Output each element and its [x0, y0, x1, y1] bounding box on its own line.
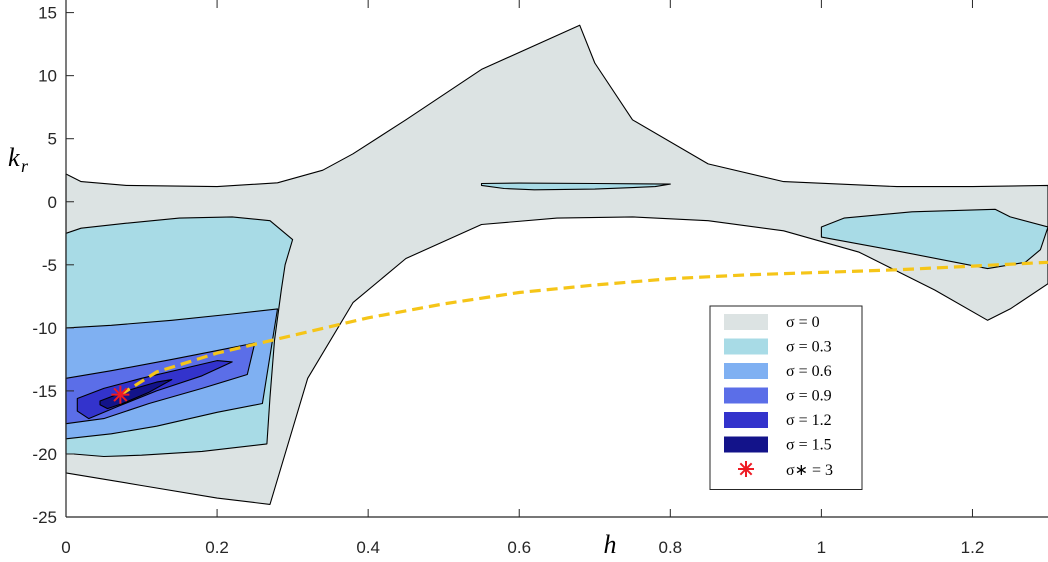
x-tick-label: 1.2: [961, 538, 985, 557]
legend-entry-label: σ = 0: [786, 314, 820, 331]
axes: [65, 0, 1048, 518]
legend-entry-label: σ = 0.3: [786, 339, 832, 356]
y-tick-label: -15: [32, 382, 57, 401]
legend-entry-label: σ = 1.5: [786, 437, 832, 454]
tick-labels: 0 0.2 0.4 0.6 0.8 1 1.2 15 10 5 0 -5 -10 -15 -20 -25: [32, 4, 984, 557]
optimum-marker-stroke: [739, 462, 753, 476]
legend-entry-label: σ = 1.2: [786, 412, 832, 429]
legend: σ = 0 σ = 0.3 σ = 0.6 σ = 0.9 σ = 1.2 σ = 1.5…: [709, 305, 863, 490]
x-tick-label: 0.6: [507, 538, 531, 557]
legend-entry-label: σ = 0.9: [786, 388, 832, 405]
legend-entry-label: σ = 0.6: [786, 363, 832, 380]
contour-region-level-1-1: [480, 182, 671, 191]
x-tick-label: 0.4: [356, 538, 380, 557]
x-tick-label: 1: [817, 538, 826, 557]
y-tick-label: -5: [42, 256, 57, 275]
legend-entry-label: σ∗ = 3: [786, 462, 833, 479]
y-tick-label: 15: [38, 4, 57, 23]
y-tick-label: 10: [38, 67, 57, 86]
y-axis-label: k r: [8, 143, 29, 176]
legend-swatch: [724, 314, 768, 330]
legend-swatch: [724, 363, 768, 379]
y-axis-label-subscript: r: [21, 156, 29, 176]
x-tick-label: 0.8: [658, 538, 682, 557]
trend-line: [119, 260, 1048, 397]
legend-swatch: [724, 387, 768, 404]
x-tick-label: 0.2: [205, 538, 229, 557]
contour-region-level-1-2: [820, 208, 1048, 270]
y-tick-label: -10: [32, 319, 57, 338]
trend-line-group: [119, 260, 1048, 397]
x-axis-label: h: [604, 530, 617, 559]
legend-optimum-marker: [738, 461, 754, 477]
y-tick-label: -25: [32, 508, 57, 527]
optimum-marker-group: [111, 385, 130, 404]
y-tick-label: 5: [48, 130, 57, 149]
y-tick-label: -20: [32, 445, 57, 464]
y-tick-label: 0: [48, 193, 57, 212]
legend-swatch: [724, 436, 768, 453]
legend-swatch: [724, 338, 768, 355]
x-tick-label: 0: [61, 538, 70, 557]
optimum-marker: [111, 385, 130, 404]
y-axis-label-base: k: [8, 143, 20, 172]
contour-region-level-5-0: [99, 379, 173, 410]
contour-regions: [65, 24, 1048, 505]
optimum-marker-stroke: [113, 387, 128, 402]
legend-swatch: [724, 412, 768, 428]
